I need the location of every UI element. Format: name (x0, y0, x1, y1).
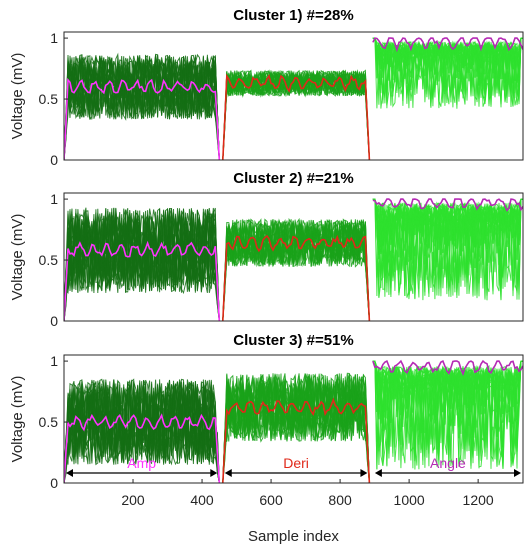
arrow-head-left (66, 469, 73, 477)
chart-title: Cluster 3) #=51% (233, 332, 353, 349)
y-tick-label: 0 (50, 475, 58, 491)
chart-title: Cluster 2) #=21% (233, 170, 353, 187)
trace-line (372, 360, 523, 469)
axes-frame (63, 354, 524, 484)
segment-amp (64, 52, 221, 160)
trace-line (64, 380, 220, 483)
mean-line-amp (64, 413, 221, 483)
series-group (64, 359, 523, 483)
trace-line (372, 37, 523, 109)
trace-line (372, 198, 523, 298)
series-group (64, 37, 523, 160)
segment-annotation-2: Angle (374, 455, 521, 477)
y-tick-label: 0.5 (39, 91, 59, 107)
axes-frame (63, 31, 524, 161)
annotation-label: Angle (430, 455, 466, 471)
annotation-label: Deri (283, 455, 309, 471)
trace-line (222, 69, 370, 160)
arrow-head-left (224, 469, 232, 477)
annotation-label: Amp (127, 455, 156, 471)
arrow-head-right (514, 469, 521, 477)
x-tick-label: 800 (328, 492, 352, 508)
trace-line (222, 219, 370, 321)
mean-line-angle (372, 359, 523, 376)
y-tick-label: 0 (50, 152, 58, 168)
segment-amp (64, 207, 221, 321)
x-tick-label: 200 (121, 492, 145, 508)
mean-line-amp (64, 240, 221, 321)
segment-angle (372, 198, 523, 301)
mean-line-amp (64, 77, 221, 160)
mean-line-deri (222, 234, 371, 321)
trace-line (372, 37, 523, 108)
y-tick-label: 1 (50, 191, 58, 207)
mean-line-angle (372, 198, 523, 212)
segment-deri (222, 69, 371, 160)
trace-line (372, 360, 523, 470)
trace-line (64, 54, 220, 160)
y-axis-label: Voltage (mV) (9, 53, 26, 140)
axes-frame (63, 192, 524, 322)
trace-line (64, 379, 220, 483)
trace-line (222, 374, 370, 483)
trace-line (64, 207, 220, 321)
segment-angle (372, 359, 523, 470)
segment-deri (222, 372, 371, 483)
arrow-head-right (210, 469, 218, 477)
trace-line (372, 37, 523, 100)
x-tick-label: 600 (259, 492, 283, 508)
y-tick-label: 0.5 (39, 414, 59, 430)
trace-line (64, 54, 220, 160)
series-group (64, 198, 523, 321)
y-tick-label: 0.5 (39, 252, 59, 268)
y-axis-label: Voltage (mV) (9, 214, 26, 301)
mean-line-deri (222, 397, 371, 483)
x-tick-label: 400 (190, 492, 214, 508)
mean-line-deri (222, 73, 371, 160)
y-tick-label: 1 (50, 30, 58, 46)
y-tick-label: 0 (50, 313, 58, 329)
segment-amp (64, 378, 221, 483)
segment-angle (372, 37, 523, 109)
x-tick-label: 1200 (463, 492, 494, 508)
trace-line (222, 375, 370, 483)
x-tick-label: 1000 (394, 492, 425, 508)
mean-line-angle (372, 37, 523, 53)
arrow-head-right (360, 469, 368, 477)
chart-panel-2: Cluster 2) #=21% 0 0.5 1 Voltage (mV) (9, 170, 524, 329)
trace-line (372, 198, 523, 299)
arrow-head-left (374, 469, 382, 477)
y-axis-label: Voltage (mV) (9, 376, 26, 463)
y-tick-label: 1 (50, 353, 58, 369)
x-axis-label: Sample index (248, 528, 339, 545)
segment-annotation-1: Deri (224, 455, 368, 477)
segment-annotation-0: Amp (66, 455, 218, 477)
trace-line (64, 55, 220, 160)
segment-deri (222, 217, 371, 321)
trace-line (64, 379, 220, 483)
chart-panel-1: Cluster 1) #=28% 0 0.5 1 Voltage (mV) (9, 7, 524, 168)
chart-title: Cluster 1) #=28% (233, 7, 353, 24)
